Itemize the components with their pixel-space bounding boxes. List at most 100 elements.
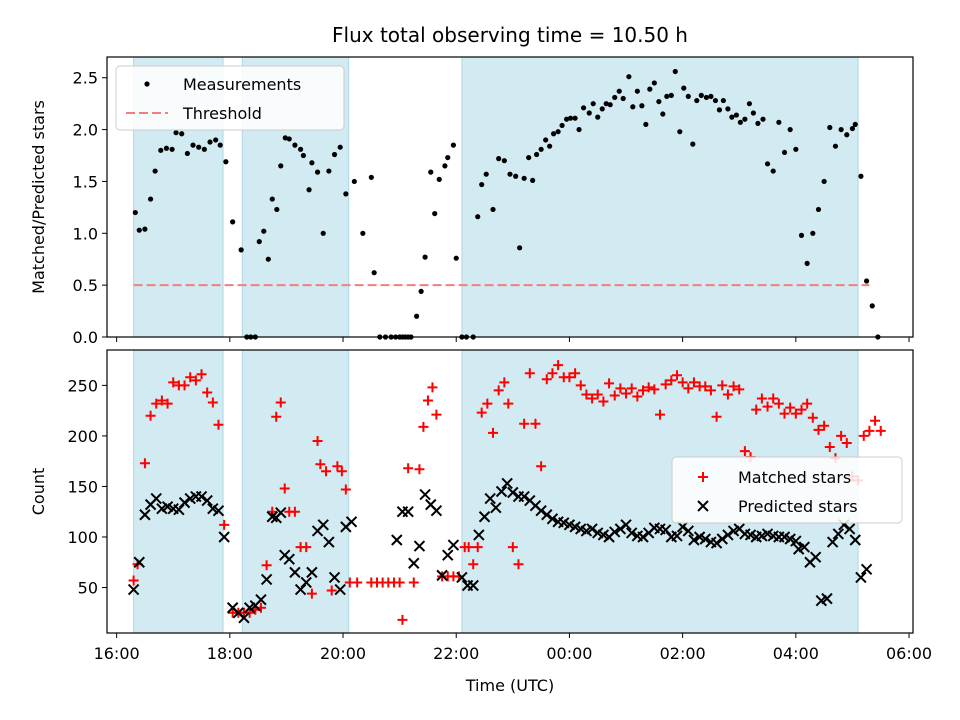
measurement-point bbox=[733, 112, 740, 118]
matched-point bbox=[553, 360, 564, 371]
matched-point bbox=[836, 430, 847, 441]
predicted-point bbox=[195, 490, 208, 503]
measurement-point bbox=[555, 129, 561, 135]
measurement-point bbox=[716, 107, 723, 113]
legend-label-matched: Matched stars bbox=[738, 468, 851, 487]
measurement-point bbox=[351, 178, 357, 185]
matched-point bbox=[244, 607, 255, 618]
y-tick-label: 250 bbox=[67, 376, 98, 395]
predicted-point bbox=[328, 571, 341, 584]
matched-point bbox=[418, 421, 429, 432]
matched-point bbox=[654, 409, 665, 420]
matched-point bbox=[773, 398, 784, 409]
measurement-point bbox=[599, 106, 605, 112]
measurement-point bbox=[179, 131, 185, 137]
measurement-point bbox=[858, 173, 864, 179]
matched-point bbox=[796, 404, 807, 415]
matched-point bbox=[289, 506, 300, 517]
matched-point bbox=[219, 519, 230, 530]
measurement-point bbox=[213, 137, 219, 143]
measurement-point bbox=[694, 97, 700, 104]
predicted-point bbox=[430, 504, 443, 517]
matched-point bbox=[683, 383, 694, 394]
measurement-point bbox=[651, 80, 657, 86]
y-tick-label: 50 bbox=[78, 579, 98, 598]
predicted-point bbox=[843, 523, 856, 535]
measurement-point bbox=[147, 196, 154, 202]
predicted-point bbox=[849, 534, 861, 546]
matched-point bbox=[666, 375, 677, 386]
measurement-point bbox=[643, 121, 649, 128]
predicted-point bbox=[212, 504, 225, 517]
matched-point bbox=[671, 370, 682, 381]
y-tick-label: 200 bbox=[67, 427, 98, 446]
measurement-point bbox=[793, 146, 799, 152]
matched-point bbox=[403, 463, 414, 474]
matched-point bbox=[541, 374, 552, 385]
measurement-point bbox=[331, 151, 338, 158]
matched-point bbox=[213, 419, 224, 430]
measurement-point bbox=[265, 256, 271, 262]
matched-point bbox=[352, 577, 363, 588]
matched-point bbox=[306, 588, 317, 599]
predicted-point bbox=[345, 516, 358, 528]
matched-point bbox=[482, 398, 493, 409]
measurement-point bbox=[445, 154, 451, 161]
matched-point bbox=[864, 425, 875, 436]
matched-point bbox=[408, 577, 419, 588]
matched-point bbox=[728, 381, 739, 392]
measurement-point bbox=[343, 191, 349, 197]
top-axes: 0.0 0.5 1.0 1.5 2.0 2.5 Matched/Predicted star… bbox=[29, 56, 914, 347]
matched-point bbox=[858, 430, 869, 441]
measurement-point bbox=[776, 119, 782, 125]
predicted-point bbox=[722, 529, 734, 541]
y-tick-label: 1.5 bbox=[73, 172, 98, 191]
measurement-point bbox=[567, 115, 574, 121]
measurement-point bbox=[656, 98, 662, 105]
predicted-point bbox=[260, 573, 273, 586]
measurement-point bbox=[798, 232, 805, 238]
predicted-point bbox=[541, 509, 553, 521]
matched-point bbox=[185, 372, 196, 383]
matched-point bbox=[609, 390, 620, 401]
x-tick-label: 18:00 bbox=[207, 644, 253, 663]
matched-point bbox=[196, 369, 207, 380]
matched-point bbox=[207, 397, 218, 408]
matched-point bbox=[785, 402, 796, 413]
predicted-point bbox=[507, 486, 519, 499]
figure-title: Flux total observing time = 10.50 h bbox=[332, 23, 688, 47]
matched-point bbox=[488, 427, 499, 438]
legend-marker-measurements bbox=[144, 81, 150, 87]
measurement-point bbox=[543, 137, 549, 143]
y-tick-label: 100 bbox=[67, 528, 98, 547]
predicted-point bbox=[127, 583, 140, 596]
matched-point bbox=[493, 385, 504, 396]
predicted-point bbox=[546, 513, 559, 525]
legend-marker-predicted bbox=[697, 500, 709, 512]
predicted-point bbox=[408, 557, 420, 569]
measurement-point bbox=[337, 144, 343, 150]
predicted-point bbox=[300, 576, 312, 589]
measurement-point bbox=[517, 245, 523, 251]
predicted-point bbox=[139, 509, 151, 521]
measurement-point bbox=[838, 126, 844, 133]
bottom-axes: 50 100 150 200 250 16:00 18:00 20:00 22:00 00:00 0… bbox=[29, 349, 932, 695]
matched-point bbox=[722, 389, 733, 400]
measurement-point bbox=[580, 105, 587, 111]
predicted-point bbox=[495, 485, 508, 498]
predicted-point bbox=[255, 593, 267, 606]
measurement-point bbox=[787, 126, 793, 133]
measurement-point bbox=[230, 219, 236, 225]
measurement-point bbox=[626, 74, 632, 80]
measurement-point bbox=[223, 159, 229, 165]
matched-point bbox=[321, 466, 332, 477]
matched-point bbox=[279, 483, 290, 494]
matched-point bbox=[824, 442, 835, 453]
measurement-point bbox=[832, 143, 839, 149]
predicted-point bbox=[671, 530, 683, 542]
matched-point bbox=[128, 575, 139, 586]
measurement-point bbox=[849, 125, 856, 132]
measurement-point bbox=[414, 313, 420, 319]
series-predicted-stars bbox=[127, 477, 873, 624]
